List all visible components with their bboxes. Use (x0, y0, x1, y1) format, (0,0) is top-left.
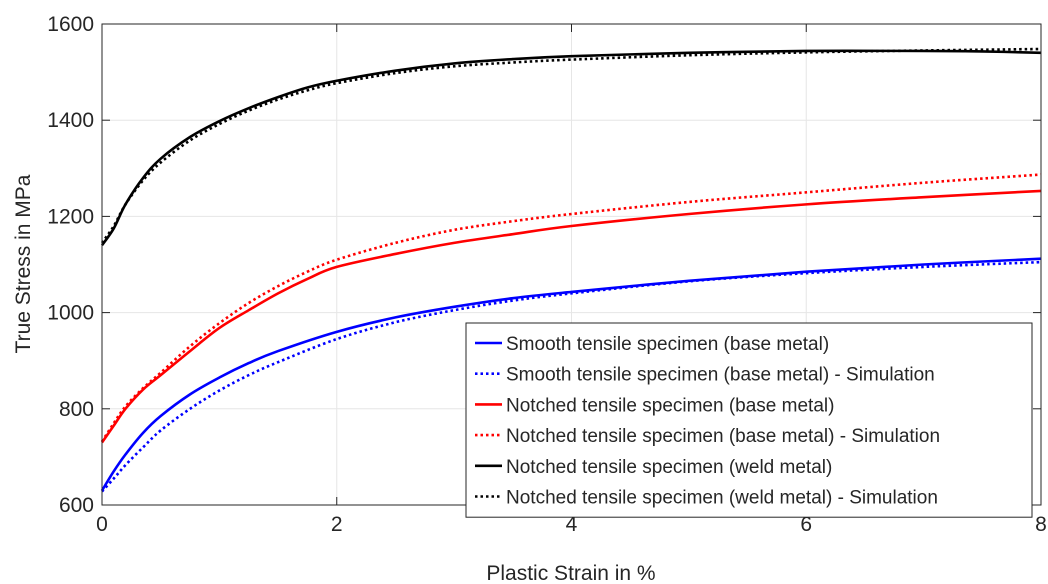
legend-label: Notched tensile specimen (base metal) - … (506, 426, 940, 447)
x-tick-label: 8 (1035, 513, 1047, 536)
x-axis-label: Plastic Strain in % (486, 562, 655, 584)
y-tick-label: 1200 (47, 205, 94, 228)
y-tick-label: 1400 (47, 109, 94, 132)
legend: Smooth tensile specimen (base metal) Smoo… (465, 322, 1033, 518)
x-tick-label: 0 (96, 513, 108, 536)
y-tick-label: 600 (59, 494, 94, 517)
series-line-1 (100, 257, 1042, 492)
legend-label: Notched tensile specimen (weld metal) - … (506, 488, 938, 509)
legend-label: Smooth tensile specimen (base metal) - S… (506, 365, 935, 386)
series-line-4 (100, 173, 1042, 443)
y-tick-label: 1600 (47, 13, 94, 36)
x-tick-label: 6 (800, 513, 812, 536)
axis-ticks: 0 2 4 6 8 600 800 1000 1200 1400 1600 (47, 13, 1047, 536)
series-line-5 (100, 49, 1042, 247)
legend-label: Notched tensile specimen (base metal) (506, 395, 834, 416)
series-line-3 (100, 189, 1042, 444)
x-tick-label: 2 (331, 513, 343, 536)
series-line-6 (100, 47, 1042, 244)
legend-label: Smooth tensile specimen (base metal) (506, 334, 829, 355)
y-tick-label: 1000 (47, 302, 94, 325)
series-layer (100, 47, 1042, 493)
legend-box (465, 322, 1033, 518)
y-axis-label: True Stress in MPa (12, 174, 35, 353)
legend-label: Notched tensile specimen (weld metal) (506, 457, 832, 478)
x-tick-label: 4 (566, 513, 578, 536)
y-tick-label: 800 (59, 398, 94, 421)
